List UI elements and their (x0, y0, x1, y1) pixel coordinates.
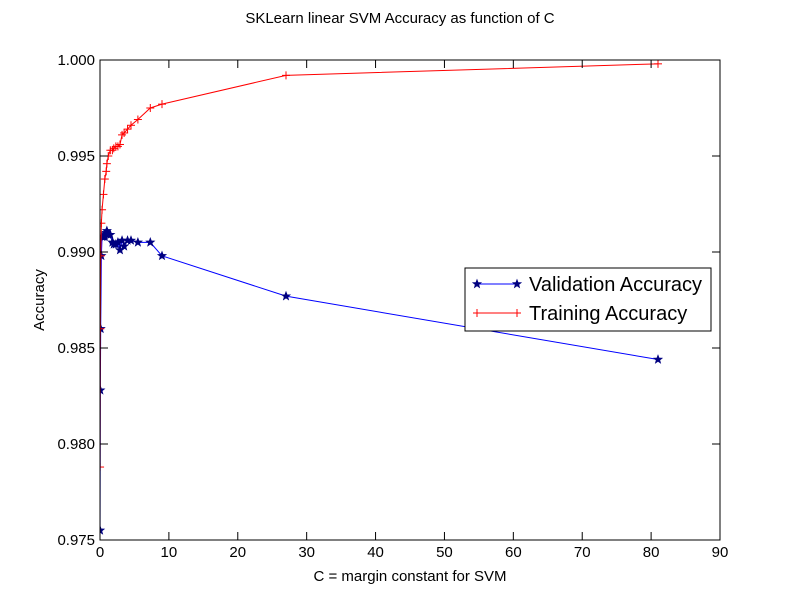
series-line-2 (100, 63, 659, 468)
y-tick-label: 0.975 (57, 532, 95, 549)
data-point-s1 (125, 235, 137, 245)
data-point-s2 (133, 115, 142, 124)
data-point-s2 (102, 159, 111, 168)
data-point-s2 (100, 190, 108, 199)
x-tick-label: 60 (505, 544, 522, 561)
legend-marker-2 (473, 309, 481, 317)
data-point-s1 (156, 250, 168, 261)
data-point-s2 (100, 251, 105, 260)
data-point-s1 (119, 240, 130, 251)
x-tick-label: 0 (96, 544, 104, 561)
data-point-s2 (108, 146, 117, 155)
data-point-s1 (105, 229, 116, 240)
data-point-s1 (280, 290, 292, 301)
data-point-s2 (158, 100, 166, 109)
axis-ticks: 0 10 20 30 40 50 60 70 80 90 0.975 0.980 0.985 0.990 0… (57, 52, 728, 561)
data-point-s2 (100, 205, 107, 214)
data-point-s2 (118, 130, 127, 139)
data-point-s1 (101, 225, 112, 236)
data-point-s2 (127, 121, 135, 130)
plot-area (100, 60, 664, 535)
data-point-s2 (113, 142, 122, 151)
x-tick-label: 30 (298, 544, 315, 561)
legend-label-2: Training Accuracy (529, 303, 687, 325)
x-tick-label: 20 (229, 544, 246, 561)
data-point-s1 (145, 237, 156, 247)
x-tick-label: 90 (712, 544, 729, 561)
data-point-s2 (102, 167, 111, 176)
y-tick-label: 0.995 (57, 148, 95, 165)
data-point-s1 (652, 354, 664, 364)
data-point-s2 (100, 219, 106, 228)
axes-frame (99, 59, 721, 541)
data-point-s2 (654, 60, 662, 68)
x-tick-label: 70 (574, 544, 591, 561)
data-point-s2 (120, 128, 129, 137)
data-point-s1 (132, 237, 143, 247)
legend-marker-2 (513, 309, 521, 317)
data-point-s2 (109, 144, 118, 153)
data-point-s2 (123, 125, 132, 134)
y-tick-label: 1.000 (57, 52, 95, 69)
legend-marker-1 (471, 278, 483, 289)
x-axis-label: C = margin constant for SVM (314, 568, 507, 585)
x-tick-label: 40 (367, 544, 384, 561)
legend: Validation Accuracy Training Accuracy (464, 267, 712, 332)
legend-label-1: Validation Accuracy (529, 274, 702, 296)
data-point-s2 (282, 71, 290, 80)
x-tick-label: 10 (161, 544, 178, 561)
x-tick-label: 50 (436, 544, 453, 561)
legend-box (464, 267, 712, 332)
y-tick-label: 0.980 (57, 436, 95, 453)
chart-title: SKLearn linear SVM Accuracy as function … (245, 10, 554, 27)
data-point-s2 (100, 175, 109, 184)
y-axis-label: Accuracy (31, 269, 48, 331)
x-tick-label: 80 (643, 544, 660, 561)
legend-marker-1 (511, 278, 523, 289)
data-point-s2 (115, 140, 124, 149)
data-point-s2 (146, 104, 155, 112)
y-tick-label: 0.985 (57, 340, 95, 357)
y-tick-label: 0.990 (57, 244, 95, 261)
